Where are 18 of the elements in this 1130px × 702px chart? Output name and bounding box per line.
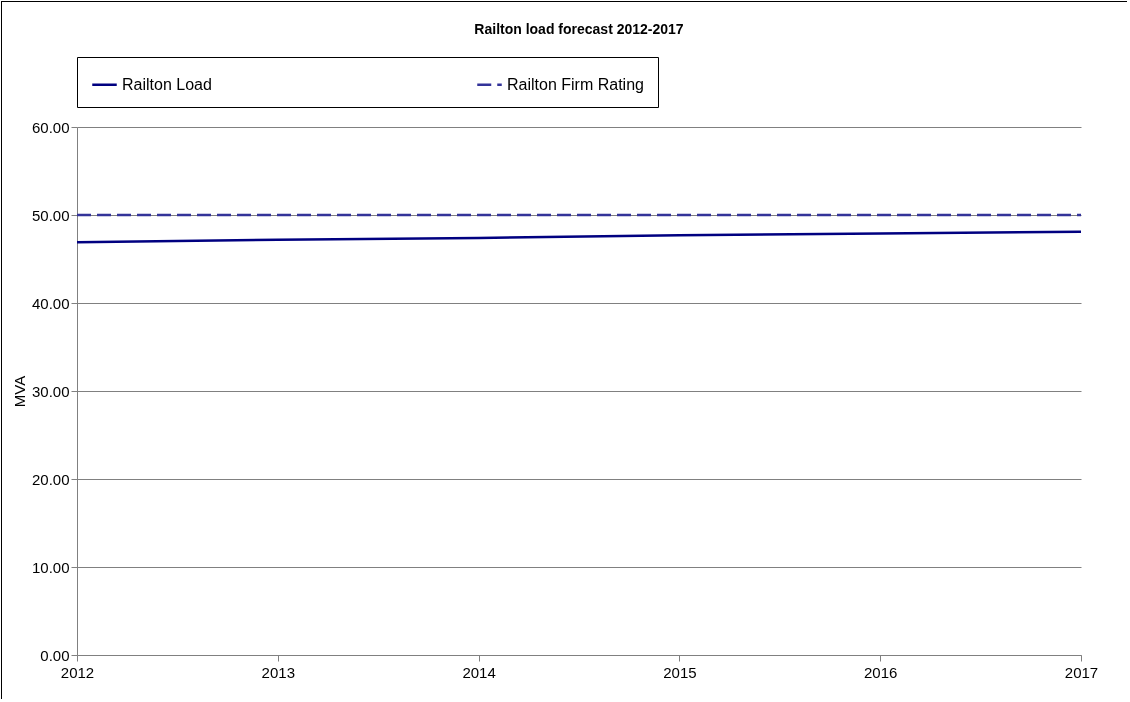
y-tick-label: 10.00 <box>31 558 70 576</box>
y-tick-label: 0.00 <box>40 646 70 664</box>
y-tick-label: 50.00 <box>31 206 70 224</box>
line-series <box>75 230 1083 244</box>
legend-label: Railton Firm Rating <box>507 75 644 93</box>
y-tick-label: 30.00 <box>31 382 70 400</box>
x-tick-label: 2014 <box>462 663 496 681</box>
chart-title: Railton load forecast 2012-2017 <box>474 20 684 37</box>
x-tick-label: 2013 <box>261 663 295 681</box>
x-tick-label: 2015 <box>663 663 697 681</box>
legend-label: Railton Load <box>122 75 212 93</box>
x-tick-label: 2012 <box>60 663 95 681</box>
y-axis-title: MVA <box>10 375 28 408</box>
y-tick-label: 60.00 <box>31 118 70 136</box>
y-tick-label: 40.00 <box>31 294 70 312</box>
y-tick-label: 20.00 <box>31 470 70 488</box>
x-tick-label: 2016 <box>864 663 898 681</box>
x-tick-label: 2017 <box>1064 663 1099 681</box>
